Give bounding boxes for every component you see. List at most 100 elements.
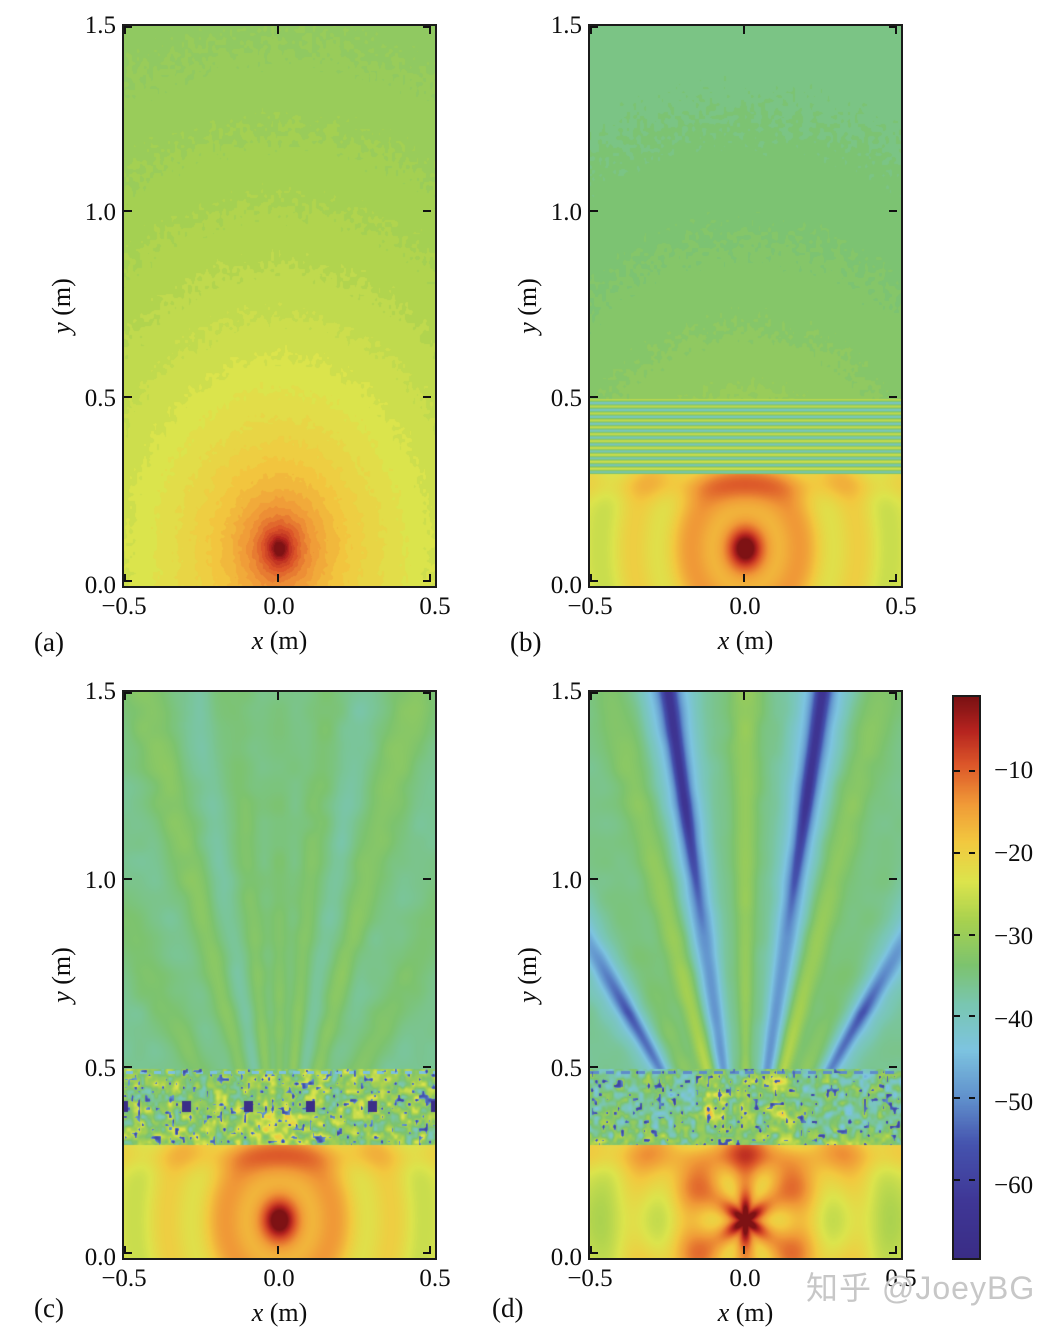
y-tick-label: 0.0 — [550, 1244, 582, 1271]
x-tick-label: −0.5 — [101, 1265, 147, 1292]
panel-a-plot: 1.5 1.0 0.5 0.0 −0.5 0.0 0.5 x (m) y (m) — [47, 12, 451, 655]
axis-tick-mark — [743, 26, 745, 34]
axis-tick-mark — [590, 26, 598, 28]
axis-tick-mark — [743, 574, 745, 582]
y-axis-var: y — [513, 322, 542, 334]
axis-tick-mark — [423, 692, 431, 694]
x-tick-label: 0.0 — [729, 1265, 761, 1292]
y-tick-label: 1.0 — [550, 199, 582, 226]
axis-tick-mark — [954, 1179, 960, 1181]
colorbar-tick-label: −40 — [994, 1006, 1034, 1033]
axis-tick-mark — [895, 692, 897, 700]
y-tick-label: 1.5 — [550, 12, 582, 39]
heatmap-canvas-d — [590, 692, 901, 1258]
y-axis-var: y — [47, 322, 76, 334]
panel-letter-b: (b) — [510, 627, 542, 657]
y-tick-label: 0.0 — [84, 572, 116, 599]
y-axis-unit: (m) — [47, 278, 76, 323]
axis-tick-mark — [590, 580, 598, 582]
axis-tick-mark — [277, 692, 279, 700]
axis-tick-mark — [969, 1097, 975, 1099]
axis-tick-mark — [590, 396, 598, 398]
heatmap-canvas-a — [124, 26, 435, 586]
axis-tick-mark — [423, 1252, 431, 1254]
x-axis-label: x (m) — [124, 626, 435, 656]
y-axis-label: y (m) — [513, 278, 543, 334]
axis-tick-mark — [743, 1246, 745, 1254]
x-axis-unit: (m) — [729, 626, 774, 655]
axis-tick-mark — [124, 396, 132, 398]
colorbar — [952, 695, 981, 1260]
axis-tick-mark — [423, 878, 431, 880]
axis-tick-mark — [277, 1246, 279, 1254]
x-axis-var: x — [251, 1298, 264, 1327]
axis-tick-mark — [889, 878, 897, 880]
x-tick-label: 0.0 — [263, 593, 295, 620]
axis-tick-mark — [969, 1179, 975, 1181]
y-axis-unit: (m) — [47, 947, 76, 992]
x-tick-label: 0.0 — [729, 593, 761, 620]
y-axis-unit: (m) — [513, 947, 542, 992]
axis-tick-mark — [954, 1097, 960, 1099]
axis-tick-mark — [954, 934, 960, 936]
axis-tick-mark — [895, 26, 897, 34]
axis-tick-mark — [124, 580, 132, 582]
axis-tick-mark — [590, 692, 598, 694]
y-tick-label: 1.5 — [550, 678, 582, 705]
x-axis-var: x — [717, 626, 730, 655]
x-tick-label: −0.5 — [101, 593, 147, 620]
axis-tick-mark — [429, 574, 431, 582]
axis-tick-mark — [954, 1015, 960, 1017]
axis-tick-mark — [954, 770, 960, 772]
axis-tick-mark — [895, 574, 897, 582]
y-axis-label: y (m) — [47, 947, 77, 1003]
axis-tick-mark — [889, 580, 897, 582]
colorbar-gradient — [954, 697, 979, 1258]
colorbar-tick-label: −30 — [994, 923, 1034, 950]
y-axis-unit: (m) — [513, 278, 542, 323]
colorbar-tick-label: −10 — [994, 757, 1034, 784]
axis-tick-mark — [590, 692, 592, 700]
axis-tick-mark — [590, 1066, 598, 1068]
axis-tick-mark — [895, 1246, 897, 1254]
axis-tick-mark — [124, 692, 126, 700]
axis-tick-mark — [889, 692, 897, 694]
axis-tick-mark — [590, 210, 598, 212]
colorbar-tick-label: −50 — [994, 1089, 1034, 1116]
axis-tick-mark — [969, 934, 975, 936]
axis-tick-mark — [743, 692, 745, 700]
axis-tick-mark — [277, 26, 279, 34]
y-tick-label: 1.5 — [84, 678, 116, 705]
axis-tick-mark — [969, 1015, 975, 1017]
y-tick-label: 0.5 — [84, 385, 116, 412]
axis-tick-mark — [429, 26, 431, 34]
axis-tick-mark — [124, 210, 132, 212]
x-tick-label: 0.5 — [419, 1265, 451, 1292]
panel-letter-d: (d) — [492, 1293, 524, 1323]
axis-tick-mark — [889, 210, 897, 212]
axis-tick-mark — [423, 210, 431, 212]
panel-c-plot: 1.5 1.0 0.5 0.0 −0.5 0.0 0.5 x (m) y (m) — [47, 678, 451, 1327]
x-axis-var: x — [717, 1298, 730, 1327]
y-tick-label: 0.0 — [84, 1244, 116, 1271]
x-axis-unit: (m) — [729, 1298, 774, 1327]
axis-tick-mark — [590, 1252, 598, 1254]
x-tick-label: −0.5 — [567, 1265, 613, 1292]
panel-b-plot: 1.5 1.0 0.5 0.0 −0.5 0.0 0.5 x (m) y (m) — [513, 12, 917, 655]
axis-tick-mark — [277, 574, 279, 582]
axis-tick-mark — [889, 26, 897, 28]
y-tick-label: 0.0 — [550, 572, 582, 599]
colorbar-tick-label: −20 — [994, 840, 1034, 867]
axis-tick-mark — [590, 574, 592, 582]
axis-tick-mark — [889, 1252, 897, 1254]
x-tick-label: 0.5 — [885, 1265, 917, 1292]
y-axis-var: y — [513, 991, 542, 1003]
x-tick-label: 0.5 — [419, 593, 451, 620]
axis-tick-mark — [954, 852, 960, 854]
axis-tick-mark — [124, 692, 132, 694]
axis-tick-mark — [889, 1066, 897, 1068]
y-axis-var: y — [47, 991, 76, 1003]
x-axis-label: x (m) — [590, 626, 901, 656]
y-axis-label: y (m) — [513, 947, 543, 1003]
